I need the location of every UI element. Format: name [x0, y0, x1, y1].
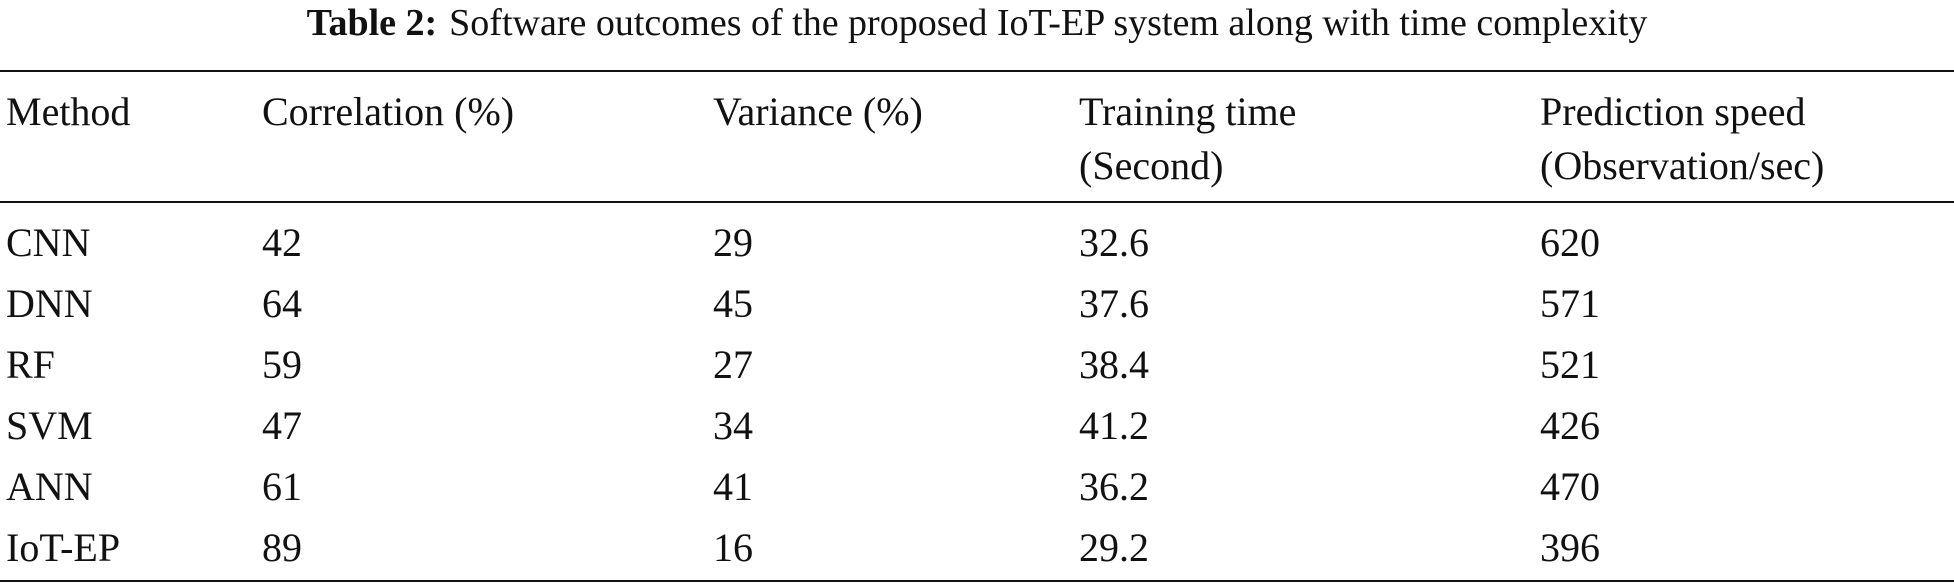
- table-cell: 36.2: [1079, 464, 1149, 509]
- table-cell: 29.2: [1079, 525, 1149, 570]
- table-cell: 37.6: [1079, 281, 1149, 326]
- row-label: IoT-EP: [6, 525, 121, 570]
- table-cell: 27: [713, 342, 753, 387]
- table-cell: 41: [713, 464, 753, 509]
- table-cell: 47: [262, 403, 302, 448]
- table-caption: Table 2: Software outcomes of the propose…: [0, 0, 1954, 46]
- table-cell: 61: [262, 464, 302, 509]
- table-cell: 89: [262, 525, 302, 570]
- table-cell: 29: [713, 220, 753, 265]
- table-cell: 42: [262, 220, 302, 265]
- header-cell: Prediction speed (Observation/sec): [1540, 89, 1825, 188]
- top-rule: [0, 70, 1954, 72]
- header-cell: Training time (Second): [1079, 89, 1297, 188]
- table-cell: 64: [262, 281, 302, 326]
- bottom-rule: [0, 580, 1954, 582]
- row-label: SVM: [6, 403, 93, 448]
- header-cell: Variance (%): [713, 89, 923, 134]
- header-rule: [0, 201, 1954, 203]
- table-cell: 45: [713, 281, 753, 326]
- table-cell: 521: [1540, 342, 1600, 387]
- header-cell: Method: [6, 89, 131, 134]
- row-label: DNN: [6, 281, 93, 326]
- row-label: ANN: [6, 464, 93, 509]
- caption-text: Software outcomes of the proposed IoT-EP…: [449, 2, 1648, 44]
- table-cell: 426: [1540, 403, 1600, 448]
- table-cell: 571: [1540, 281, 1600, 326]
- table-cell: 396: [1540, 525, 1600, 570]
- table-cell: 470: [1540, 464, 1600, 509]
- table-cell: 32.6: [1079, 220, 1149, 265]
- table-cell: 620: [1540, 220, 1600, 265]
- table-cell: 16: [713, 525, 753, 570]
- caption-label: Table 2:: [306, 2, 438, 44]
- table-cell: 38.4: [1079, 342, 1149, 387]
- table-cell: 59: [262, 342, 302, 387]
- table-cell: 34: [713, 403, 753, 448]
- row-label: CNN: [6, 220, 91, 265]
- header-cell: Correlation (%): [262, 89, 515, 134]
- table-cell: 41.2: [1079, 403, 1149, 448]
- row-label: RF: [6, 342, 55, 387]
